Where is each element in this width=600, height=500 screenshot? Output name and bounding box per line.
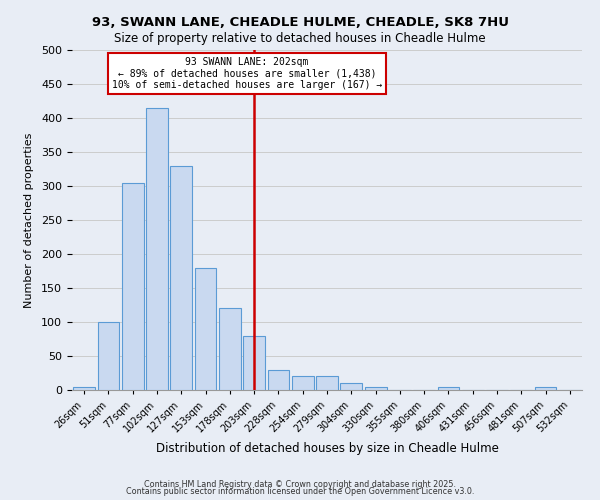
Text: 93, SWANN LANE, CHEADLE HULME, CHEADLE, SK8 7HU: 93, SWANN LANE, CHEADLE HULME, CHEADLE, … [91, 16, 509, 29]
Bar [219, 308, 241, 390]
Bar [194, 268, 217, 390]
Bar [316, 376, 338, 390]
Text: Contains public sector information licensed under the Open Government Licence v3: Contains public sector information licen… [126, 488, 474, 496]
Bar [365, 386, 386, 390]
Bar [535, 386, 556, 390]
Bar [268, 370, 289, 390]
Bar [292, 376, 314, 390]
Bar [122, 182, 143, 390]
Bar [170, 166, 192, 390]
X-axis label: Distribution of detached houses by size in Cheadle Hulme: Distribution of detached houses by size … [155, 442, 499, 456]
Text: 93 SWANN LANE: 202sqm
← 89% of detached houses are smaller (1,438)
10% of semi-d: 93 SWANN LANE: 202sqm ← 89% of detached … [112, 57, 382, 90]
Bar [340, 383, 362, 390]
Bar [73, 386, 95, 390]
Text: Contains HM Land Registry data © Crown copyright and database right 2025.: Contains HM Land Registry data © Crown c… [144, 480, 456, 489]
Bar [243, 336, 265, 390]
Y-axis label: Number of detached properties: Number of detached properties [24, 132, 34, 308]
Text: Size of property relative to detached houses in Cheadle Hulme: Size of property relative to detached ho… [114, 32, 486, 45]
Bar [97, 322, 119, 390]
Bar [146, 108, 168, 390]
Bar [437, 386, 460, 390]
